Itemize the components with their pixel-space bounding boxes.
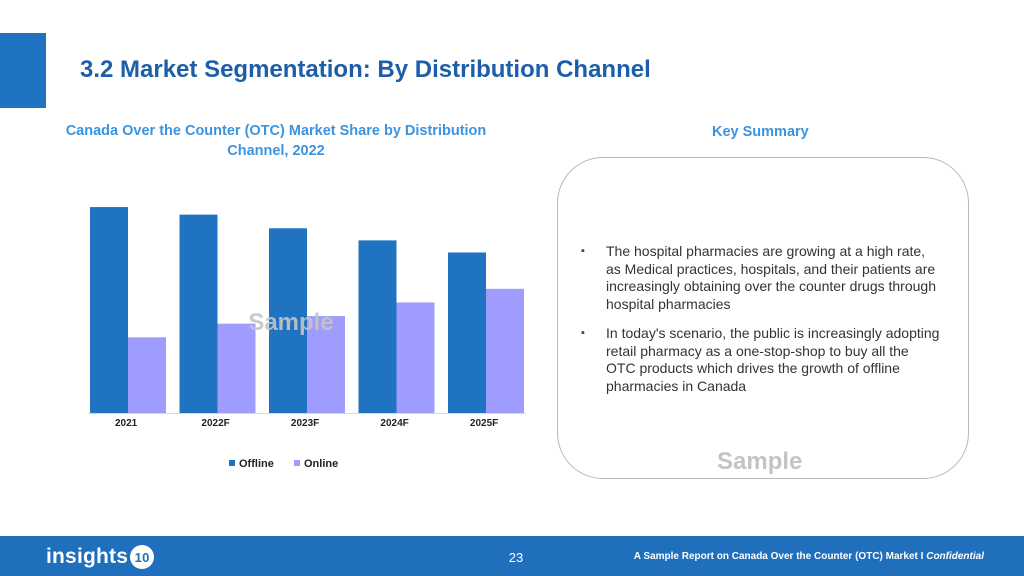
x-tick-label: 2023F — [291, 418, 319, 429]
summary-box — [557, 157, 969, 479]
summary-bullet-text: In today's scenario, the public is incre… — [606, 325, 940, 394]
footer-confidential: Confidential — [926, 551, 984, 562]
bar-online-2023F — [307, 316, 345, 413]
page-number: 23 — [508, 550, 524, 565]
key-summary-title: Key Summary — [712, 124, 809, 140]
bar-online-2025F — [486, 288, 524, 413]
legend-label-online: Online — [304, 458, 338, 470]
footer-report-text: A Sample Report on Canada Over the Count… — [634, 551, 984, 562]
legend-swatch-offline — [229, 460, 235, 466]
x-tick-label: 2022F — [201, 418, 229, 429]
square-bullet-icon: ▪ — [581, 245, 585, 257]
logo-badge-icon: 10 — [130, 545, 155, 569]
x-tick-label: 2024F — [380, 418, 408, 429]
bar-offline-2025F — [448, 252, 486, 413]
bar-offline-2024F — [358, 240, 397, 413]
summary-bullet-text: The hospital pharmacies are growing at a… — [606, 243, 936, 312]
chart-title: Canada Over the Counter (OTC) Market Sha… — [65, 123, 487, 159]
summary-watermark: Sample — [717, 448, 803, 475]
bar-online-2021 — [128, 337, 166, 413]
title-accent-bar — [0, 33, 46, 108]
legend-swatch-online — [294, 460, 300, 466]
x-tick-label: 2021 — [115, 418, 138, 429]
bar-online-2024F — [396, 302, 435, 413]
summary-bullet-item: ▪ In today's scenario, the public is incr… — [581, 325, 941, 395]
bar-offline-2023F — [269, 228, 307, 413]
bar-offline-2021 — [90, 207, 128, 413]
summary-bullet-list: ▪ The hospital pharmacies are growing at … — [581, 243, 941, 407]
insights10-logo[interactable]: insights 10 — [46, 545, 155, 569]
bar-online-2022F — [217, 323, 256, 413]
footer-bar — [0, 536, 1024, 576]
chart-watermark: Sample — [248, 309, 333, 336]
bar-offline-2022F — [179, 214, 218, 413]
page-title: 3.2 Market Segmentation: By Distribution… — [80, 56, 651, 83]
logo-text: insights — [46, 545, 129, 568]
square-bullet-icon: ▪ — [581, 327, 585, 339]
x-tick-label: 2025F — [470, 418, 498, 429]
summary-bullet-item: ▪ The hospital pharmacies are growing at … — [581, 243, 941, 313]
footer-report-label: A Sample Report on Canada Over the Count… — [633, 551, 927, 562]
legend-label-offline: Offline — [239, 458, 274, 470]
